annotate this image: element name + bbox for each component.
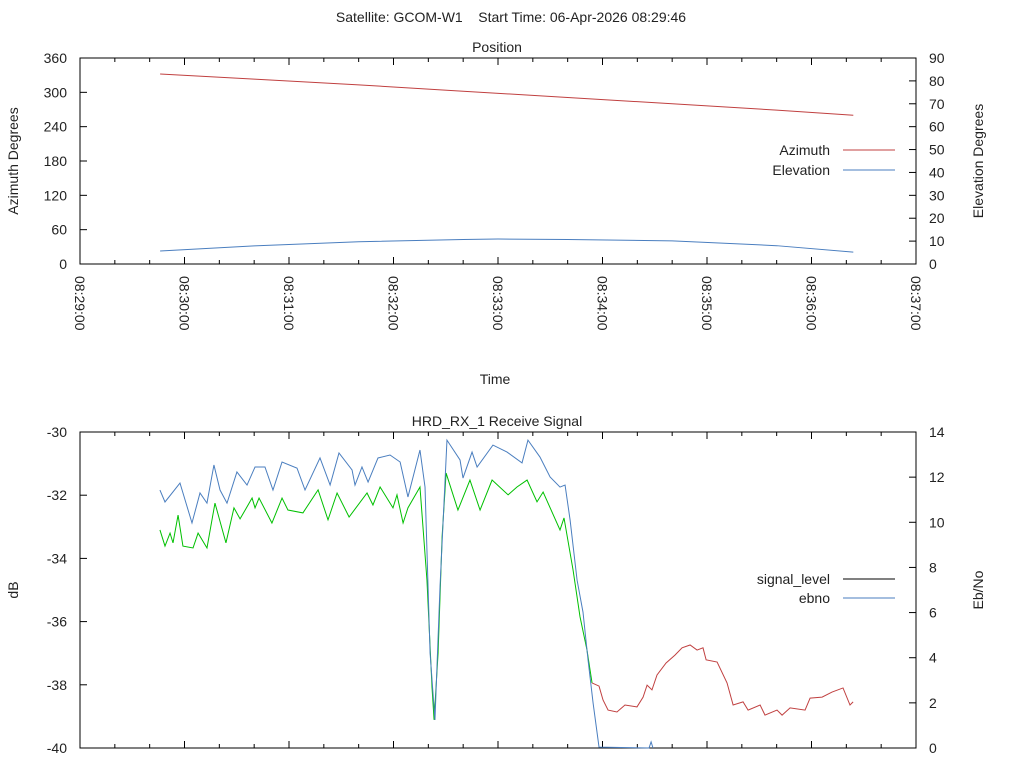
legend-label: Azimuth	[779, 142, 830, 158]
series-line-ebno	[159, 438, 654, 749]
y2-tick-label: 20	[929, 210, 945, 226]
x-tick-label: 08:33:00	[490, 276, 506, 331]
x-tick-label: 08:30:00	[177, 276, 193, 331]
figure-title: Satellite: GCOM-W1 Start Time: 06-Apr-20…	[336, 9, 686, 25]
y-tick-label: 0	[59, 256, 67, 272]
y-tick-label: -40	[47, 740, 67, 756]
y2-tick-label: 10	[929, 514, 945, 530]
plot-title: HRD_RX_1 Receive Signal	[412, 413, 582, 429]
y-tick-label: -36	[47, 614, 67, 630]
y-tick-label: 360	[44, 50, 68, 66]
y2-tick-label: 60	[929, 119, 945, 135]
y-axis-label: dB	[5, 581, 21, 598]
series-line-signal_level	[159, 472, 593, 720]
y2-tick-label: 70	[929, 96, 945, 112]
x-tick-label: 08:37:00	[908, 276, 924, 331]
x-axis-label: Time	[480, 371, 511, 387]
y-tick-label: 240	[44, 119, 68, 135]
legend-label: ebno	[799, 590, 830, 606]
plot-frame	[79, 57, 917, 265]
legend-label: signal_level	[757, 571, 830, 587]
receive-signal-plot: HRD_RX_1 Receive Signal -40 -38 -36 -34 -32 -3…	[5, 413, 986, 756]
x-tick-label: 08:29:00	[72, 276, 88, 331]
plot-frame	[79, 431, 917, 749]
y-tick-label: 60	[51, 222, 67, 238]
y2-tick-label: 10	[929, 233, 945, 249]
y-tick-label: -38	[47, 677, 67, 693]
y-tick-label: 300	[44, 84, 68, 100]
y2-axis-label: Eb/No	[970, 570, 986, 609]
y-tick-label: -30	[47, 424, 67, 440]
y2-tick-label: 4	[929, 650, 937, 666]
y2-tick-label: 0	[929, 740, 937, 756]
y2-tick-label: 6	[929, 605, 937, 621]
y-tick-label: -34	[47, 550, 67, 566]
y2-tick-label: 2	[929, 695, 937, 711]
y2-tick-label: 12	[929, 469, 945, 485]
y2-tick-label: 30	[929, 187, 945, 203]
position-plot: Position 08:29:00 08:30:00 08:31:00 08:32:00…	[5, 39, 986, 387]
y2-tick-label: 0	[929, 256, 937, 272]
x-tick-label: 08:35:00	[699, 276, 715, 331]
y-tick-label: 180	[44, 153, 68, 169]
y2-axis-label: Elevation Degrees	[970, 104, 986, 218]
y2-tick-label: 50	[929, 142, 945, 158]
x-tick-label: 08:36:00	[804, 276, 820, 331]
y2-tick-label: 80	[929, 73, 945, 89]
series-line-signal_level-tail	[591, 644, 854, 716]
y2-tick-label: 40	[929, 164, 945, 180]
x-tick-label: 08:31:00	[281, 276, 297, 331]
y2-tick-label: 14	[929, 424, 945, 440]
y-axis-label: Azimuth Degrees	[5, 107, 21, 214]
series-line-Elevation	[160, 238, 854, 253]
y-tick-label: 120	[44, 187, 68, 203]
y-tick-label: -32	[47, 487, 67, 503]
y2-tick-label: 90	[929, 50, 945, 66]
y2-tick-label: 8	[929, 559, 937, 575]
plot-title: Position	[472, 39, 522, 55]
legend-label: Elevation	[772, 162, 830, 178]
series-line-Azimuth	[160, 73, 854, 116]
x-tick-label: 08:32:00	[386, 276, 402, 331]
x-tick-label: 08:34:00	[595, 276, 611, 331]
